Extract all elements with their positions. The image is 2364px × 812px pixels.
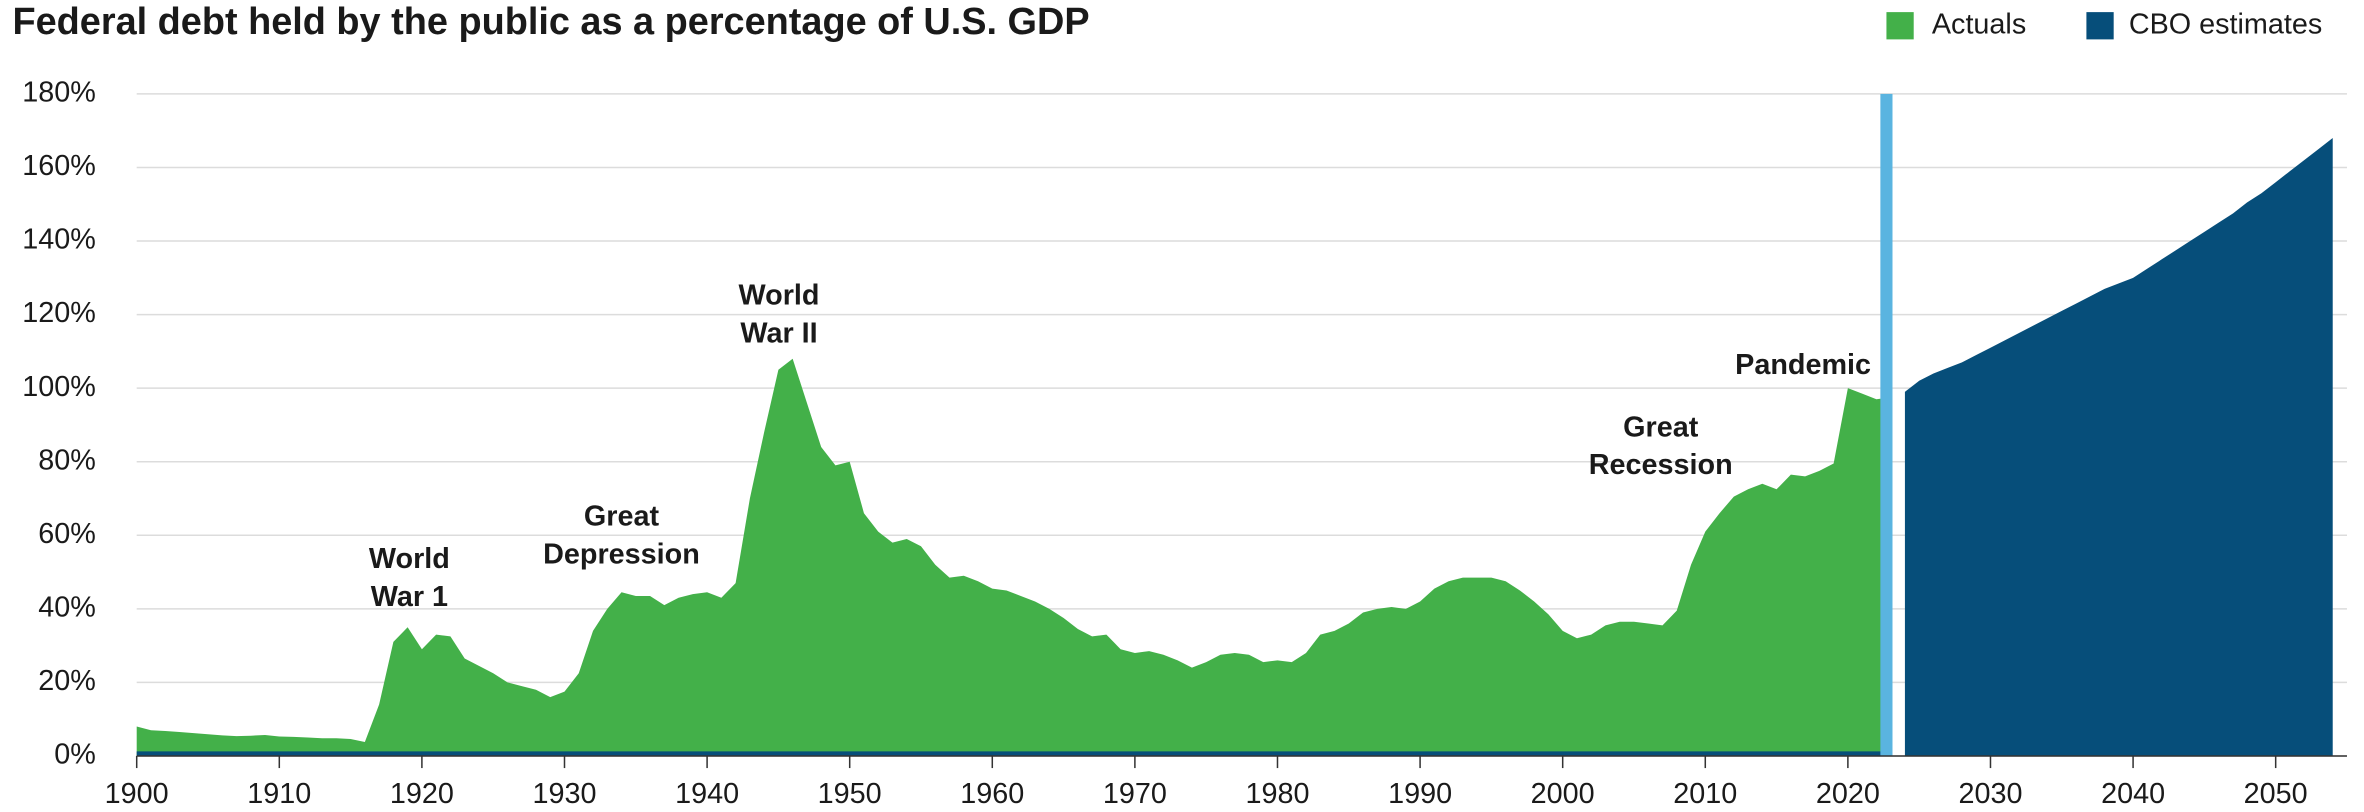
x-tick-label: 2030: [1958, 778, 2022, 810]
x-tick-label: 1970: [1103, 778, 1167, 810]
y-tick-label: 160%: [22, 150, 96, 182]
annotation: World: [739, 280, 820, 312]
x-tick-label: 2010: [1673, 778, 1737, 810]
annotation: War II: [740, 317, 817, 349]
annotation: Pandemic: [1735, 349, 1871, 381]
y-tick-label: 0%: [54, 739, 96, 771]
x-tick-label: 2000: [1531, 778, 1595, 810]
x-tick-label: 1950: [818, 778, 882, 810]
y-tick-label: 120%: [22, 297, 96, 329]
y-tick-label: 100%: [22, 371, 96, 403]
y-tick-label: 180%: [22, 77, 96, 109]
y-tick-label: 140%: [22, 224, 96, 256]
annotation: Great: [584, 501, 660, 533]
x-tick-label: 1920: [390, 778, 454, 810]
x-tick-label: 1900: [105, 778, 169, 810]
area: [136, 358, 1891, 756]
legend-label: CBO estimates: [2129, 8, 2322, 40]
x-tick-label: 1940: [675, 778, 739, 810]
x-tick-label: 1910: [247, 778, 311, 810]
legend-label: Actuals: [1932, 8, 2026, 40]
x-tick-label: 1960: [960, 778, 1024, 810]
area: [1904, 138, 2333, 756]
x-tick-label: 2040: [2101, 778, 2165, 810]
y-tick-label: 80%: [38, 444, 96, 476]
annotation: Great: [1623, 411, 1699, 443]
y-tick-label: 60%: [38, 518, 96, 550]
x-tick-label: 1990: [1388, 778, 1452, 810]
x-tick-label: 1930: [532, 778, 596, 810]
annotation: Depression: [543, 539, 700, 571]
forecast-divider: [1880, 93, 1893, 756]
x-tick-label: 1980: [1245, 778, 1309, 810]
annotation: Recession: [1589, 449, 1733, 481]
legend-swatch: [1886, 12, 1914, 40]
chart-title: Federal debt held by the public as a per…: [12, 1, 1089, 43]
x-tick-label: 2050: [2244, 778, 2308, 810]
y-tick-label: 20%: [38, 665, 96, 697]
annotation: World: [369, 543, 450, 575]
y-tick-label: 40%: [38, 591, 96, 623]
annotation: War 1: [371, 581, 448, 613]
legend-swatch: [2086, 12, 2114, 40]
x-tick-label: 2020: [1816, 778, 1880, 810]
